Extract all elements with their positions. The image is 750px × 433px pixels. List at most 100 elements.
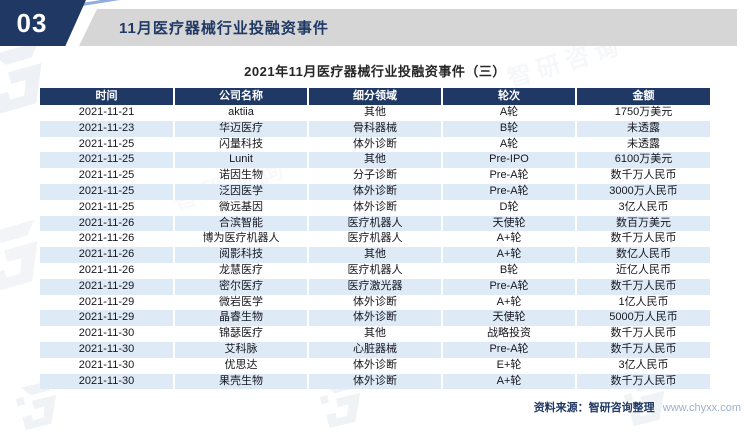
table-row: 2021-11-25 泛因医学 体外诊断 Pre-A轮 3000万人民币 bbox=[40, 183, 710, 200]
table-cell: 战略投资 bbox=[487, 327, 531, 340]
table-cell: 天使轮 bbox=[442, 215, 577, 232]
table-cell: 体外诊断 bbox=[353, 200, 397, 213]
table-cell: 体外诊断 bbox=[353, 295, 397, 308]
table-cell: 其他 bbox=[308, 152, 443, 169]
table-row: 2021-11-30 果壳生物 体外诊断 A+轮 数千万人民币 bbox=[40, 373, 710, 390]
table-cell: 3000万人民币 bbox=[576, 183, 710, 200]
table-cell: 3亿人民币 bbox=[618, 200, 669, 213]
table-cell: 其他 bbox=[364, 106, 386, 118]
table-cell: 2021-11-26 bbox=[78, 232, 135, 245]
table-cell: 2021-11-30 bbox=[40, 373, 175, 390]
table-cell: 天使轮 bbox=[442, 310, 577, 327]
table-cell: A+轮 bbox=[442, 373, 577, 390]
table-row: 2021-11-23 华迈医疗 骨科器械 B轮 未透露 bbox=[40, 120, 710, 137]
table-cell: Pre-A轮 bbox=[489, 169, 529, 182]
table-cell: Pre-A轮 bbox=[442, 183, 577, 200]
table-cell: 未透露 bbox=[627, 137, 660, 150]
table-head: 时间 公司名称 细分领域 轮次 金额 bbox=[40, 88, 710, 105]
header-row: 时间 公司名称 细分领域 轮次 金额 bbox=[40, 88, 710, 105]
table-cell: 果壳生物 bbox=[174, 373, 309, 390]
table-cell: 合滨智能 bbox=[174, 215, 309, 232]
column-header: 公司名称 bbox=[174, 88, 309, 105]
table-body: 2021-11-21 aktiia 其他 A轮 1750万美元 2021-11-23 华迈医… bbox=[40, 105, 710, 390]
table-cell: 龙慧医疗 bbox=[219, 263, 263, 276]
table-row: 2021-11-26 阅影科技 其他 A+轮 数亿人民币 bbox=[40, 247, 710, 263]
section-number-badge: 03 bbox=[0, 0, 86, 46]
table-row: 2021-11-25 Lunit 其他 Pre-IPO 6100万美元 bbox=[40, 152, 710, 169]
table-cell: 1亿人民币 bbox=[618, 295, 669, 308]
table-cell: B轮 bbox=[442, 120, 577, 137]
table-cell: 微远基因 bbox=[219, 200, 263, 213]
table-cell: 5000万人民币 bbox=[576, 310, 710, 327]
table-cell: 博为医疗机器人 bbox=[202, 232, 280, 245]
table-cell: 2021-11-29 bbox=[40, 310, 175, 327]
table-cell: 1750万美元 bbox=[614, 106, 673, 118]
funding-table-container: 时间 公司名称 细分领域 轮次 金额 2021-11-21 aktiia 其他 A轮 1750万… bbox=[40, 88, 710, 390]
table-cell: 密尔医疗 bbox=[174, 278, 309, 295]
table-cell: 数千万人民币 bbox=[576, 278, 710, 295]
table-title: 2021年11月医疗器械行业投融资事件（三） bbox=[244, 64, 506, 79]
table-cell: A+轮 bbox=[496, 295, 522, 308]
table-cell: 微岩医学 bbox=[219, 295, 263, 308]
table-cell: 诺因生物 bbox=[219, 169, 263, 182]
table-cell: B轮 bbox=[499, 263, 519, 276]
table-cell: E+轮 bbox=[496, 358, 522, 371]
table-cell: 2021-11-29 bbox=[78, 295, 135, 308]
table-cell: 数千万人民币 bbox=[576, 341, 710, 358]
table-cell: Lunit bbox=[174, 152, 309, 169]
table-cell: 华迈医疗 bbox=[174, 120, 309, 137]
table-cell: 近亿人民币 bbox=[616, 263, 671, 276]
table-cell: 其他 bbox=[308, 247, 443, 263]
funding-table: 时间 公司名称 细分领域 轮次 金额 2021-11-21 aktiia 其他 A轮 1750万… bbox=[40, 88, 710, 390]
table-cell: 数亿人民币 bbox=[576, 247, 710, 263]
table-row: 2021-11-26 合滨智能 医疗机器人 天使轮 数百万美元 bbox=[40, 215, 710, 232]
table-cell: A+轮 bbox=[442, 247, 577, 263]
table-cell: 3亿人民币 bbox=[618, 358, 669, 371]
table-cell: 2021-11-26 bbox=[40, 215, 175, 232]
table-cell: 2021-11-30 bbox=[78, 327, 135, 340]
table-cell: 2021-11-21 bbox=[78, 106, 135, 118]
table-cell: 分子诊断 bbox=[353, 169, 397, 182]
table-cell: 体外诊断 bbox=[308, 373, 443, 390]
table-cell: 2021-11-30 bbox=[78, 358, 135, 371]
table-cell: D轮 bbox=[499, 200, 519, 213]
table-cell: 数千万人民币 bbox=[576, 373, 710, 390]
table-cell: 数千万人民币 bbox=[610, 327, 677, 340]
source-url-link[interactable]: www.chyxx.com bbox=[662, 402, 741, 414]
table-cell: 体外诊断 bbox=[308, 183, 443, 200]
table-cell: 2021-11-25 bbox=[40, 183, 175, 200]
table-row: 2021-11-30 锦瑟医疗 其他 战略投资 数千万人民币 bbox=[40, 326, 710, 342]
table-cell: 医疗机器人 bbox=[347, 232, 403, 245]
table-row: 2021-11-25 微远基因 体外诊断 D轮 3亿人民币 bbox=[40, 200, 710, 216]
table-cell: 2021-11-30 bbox=[40, 341, 175, 358]
table-cell: 艾科脉 bbox=[174, 341, 309, 358]
table-cell: 2021-11-26 bbox=[40, 247, 175, 263]
table-cell: 晶睿生物 bbox=[174, 310, 309, 327]
table-cell: A轮 bbox=[499, 106, 519, 118]
header-banner: 11月医疗器械行业投融资事件 bbox=[79, 9, 737, 46]
table-cell: 体外诊断 bbox=[353, 137, 397, 150]
table-row: 2021-11-26 龙慧医疗 医疗机器人 B轮 近亿人民币 bbox=[40, 263, 710, 279]
table-cell: 2021-11-25 bbox=[40, 152, 175, 169]
source-line: 资料来源：智研咨询整理 www.chyxx.com bbox=[534, 399, 741, 415]
table-cell: 体外诊断 bbox=[353, 358, 397, 371]
table-row: 2021-11-29 微岩医学 体外诊断 A+轮 1亿人民币 bbox=[40, 295, 710, 311]
table-cell: A轮 bbox=[499, 137, 519, 150]
table-cell: 其他 bbox=[364, 327, 386, 340]
table-cell: Pre-A轮 bbox=[442, 341, 577, 358]
table-cell: 闪量科技 bbox=[219, 137, 263, 150]
table-cell: 未透露 bbox=[576, 120, 710, 137]
table-cell: 2021-11-26 bbox=[78, 263, 135, 276]
column-header: 时间 bbox=[40, 88, 175, 105]
source-label: 资料来源：智研咨询整理 bbox=[533, 402, 655, 414]
table-cell: 2021-11-25 bbox=[78, 200, 135, 213]
section-number: 03 bbox=[16, 7, 48, 38]
table-cell: A+轮 bbox=[496, 232, 522, 245]
table-cell: 体外诊断 bbox=[308, 310, 443, 327]
table-row: 2021-11-25 诺因生物 分子诊断 Pre-A轮 数千万人民币 bbox=[40, 168, 710, 184]
table-row: 2021-11-30 优思达 体外诊断 E+轮 3亿人民币 bbox=[40, 358, 710, 374]
column-header: 细分领域 bbox=[308, 88, 443, 105]
table-cell: 锦瑟医疗 bbox=[219, 327, 263, 340]
table-cell: 数千万人民币 bbox=[610, 169, 677, 182]
